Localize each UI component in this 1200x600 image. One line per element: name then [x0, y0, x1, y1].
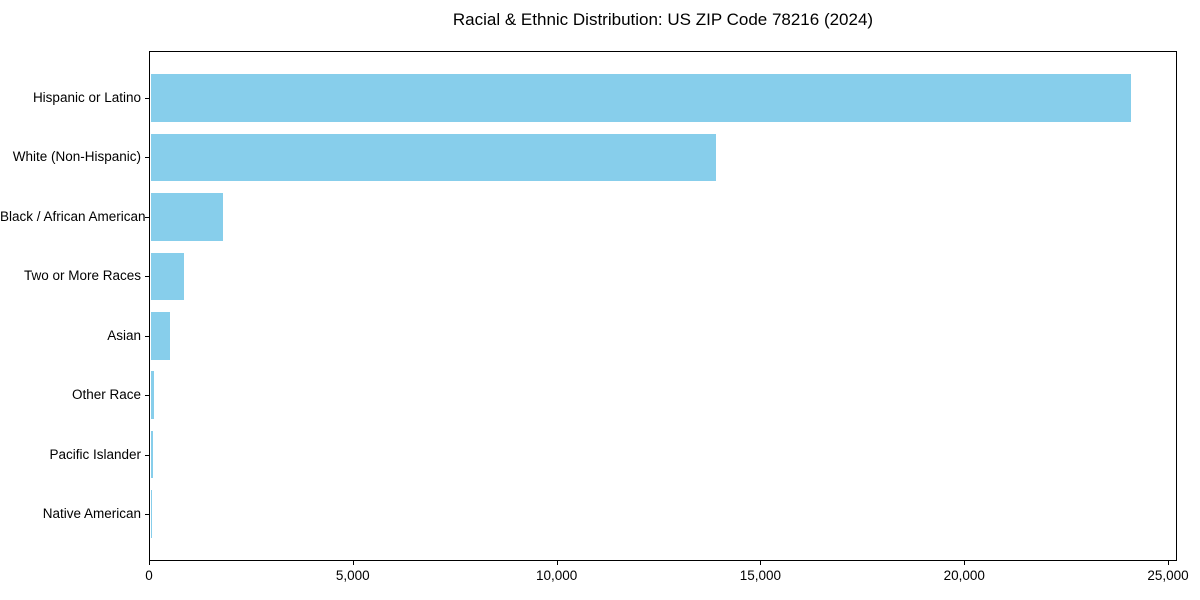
y-tick-mark [145, 395, 149, 397]
y-tick-mark [145, 514, 149, 516]
x-tick-mark [964, 561, 966, 565]
y-tick-mark [145, 216, 149, 218]
y-tick-label-native-american: Native American [42, 506, 141, 522]
y-tick-mark [145, 454, 149, 456]
y-tick-label-two-or-more-races: Two or More Races [23, 268, 141, 284]
x-tick-label-20-000: 20,000 [943, 568, 985, 583]
y-tick-mark [145, 335, 149, 337]
x-tick-label-10-000: 10,000 [535, 568, 578, 583]
bar-pacific-islander [151, 430, 154, 479]
bar-hispanic-or-latino [151, 74, 1131, 122]
y-tick-label-asian: Asian [107, 327, 141, 343]
bar-two-or-more-races [151, 252, 185, 301]
x-tick-mark [760, 561, 762, 565]
x-tick-label-5-000: 5,000 [335, 568, 370, 583]
y-tick-label-black-african-american: Black / African American [0, 208, 146, 224]
x-tick-mark [352, 561, 354, 565]
y-tick-label-other-race: Other Race [71, 387, 141, 403]
bar-asian [151, 312, 171, 360]
y-tick-label-white-non-hispanic: White (Non-Hispanic) [12, 149, 141, 165]
y-tick-mark [145, 157, 149, 159]
x-tick-mark [149, 561, 150, 565]
x-tick-mark [556, 561, 558, 565]
y-tick-label-pacific-islander: Pacific Islander [49, 446, 141, 462]
x-tick-label-15-000: 15,000 [739, 568, 782, 583]
x-tick-label-25-000: 25,000 [1147, 568, 1189, 583]
y-tick-label-hispanic-or-latino: Hispanic or Latino [32, 90, 141, 105]
plot-area [149, 51, 1177, 561]
y-tick-mark [145, 98, 149, 99]
x-tick-mark [1168, 561, 1170, 565]
y-tick-mark [145, 276, 149, 278]
bar-black-african-american [151, 193, 224, 241]
x-tick-label-0: 0 [145, 568, 153, 583]
bar-other-race [151, 371, 155, 419]
chart-title: Racial & Ethnic Distribution: US ZIP Cod… [452, 10, 874, 29]
bar-white-non-hispanic [151, 133, 716, 182]
bar-native-american [151, 490, 152, 538]
